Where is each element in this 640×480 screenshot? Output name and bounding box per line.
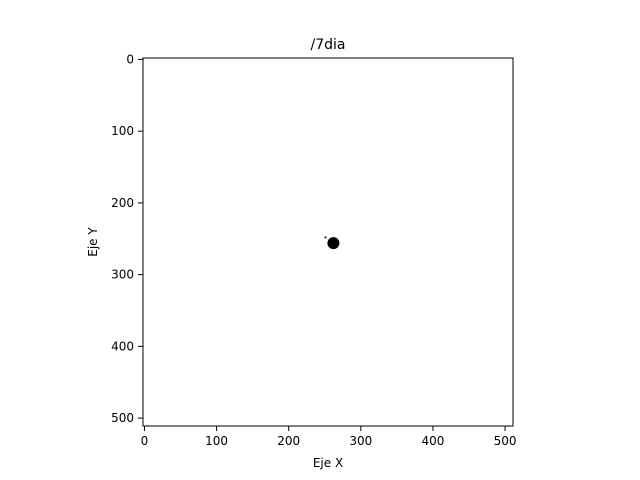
data-point: [324, 236, 327, 239]
y-tick-label: 500: [111, 411, 134, 425]
chart-title: /7dia: [311, 37, 346, 53]
x-tick-label: 300: [349, 434, 372, 448]
data-point: [327, 237, 340, 250]
x-axis-ticks: 0 100 200 300 400 500: [141, 426, 517, 448]
x-axis-label: Eje X: [313, 456, 343, 470]
data-marks: [324, 236, 340, 250]
x-tick-label: 400: [421, 434, 444, 448]
x-tick-label: 200: [277, 434, 300, 448]
y-tick-label: 400: [111, 339, 134, 353]
y-tick-label: 200: [111, 196, 134, 210]
y-tick-label: 100: [111, 124, 134, 138]
x-tick-label: 100: [205, 434, 228, 448]
x-tick-label: 500: [494, 434, 517, 448]
y-tick-label: 0: [126, 52, 134, 66]
plot-frame: [142, 57, 514, 427]
x-tick-label: 0: [141, 434, 149, 448]
y-axis-label: Eje Y: [86, 227, 100, 257]
y-axis-ticks: 0 100 200 300 400 500: [111, 52, 143, 425]
y-tick-label: 300: [111, 268, 134, 282]
